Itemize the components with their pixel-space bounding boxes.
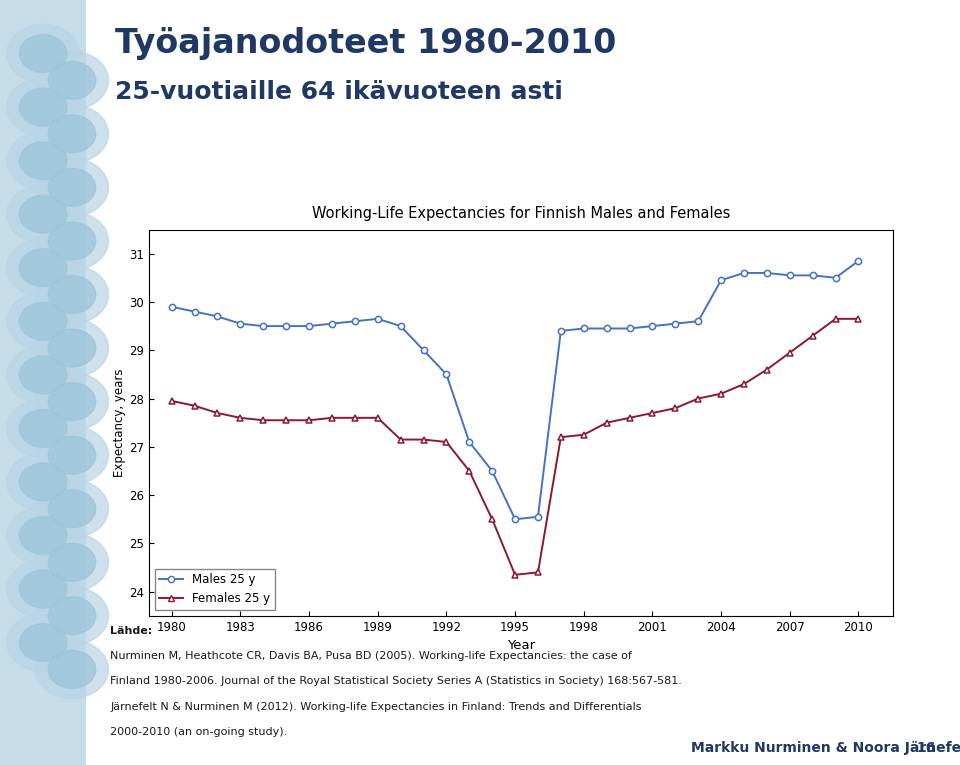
- Circle shape: [7, 185, 80, 243]
- Circle shape: [48, 329, 96, 367]
- Circle shape: [48, 490, 96, 528]
- Circle shape: [36, 640, 108, 698]
- Legend: Males 25 y, Females 25 y: Males 25 y, Females 25 y: [155, 568, 276, 610]
- Circle shape: [7, 614, 80, 672]
- Circle shape: [48, 222, 96, 260]
- Circle shape: [19, 142, 67, 180]
- Circle shape: [7, 453, 80, 511]
- Circle shape: [19, 34, 67, 73]
- Y-axis label: Expectancy, years: Expectancy, years: [113, 369, 126, 477]
- Circle shape: [19, 463, 67, 501]
- Text: Työajanodoteet 1980-2010: Työajanodoteet 1980-2010: [115, 27, 616, 60]
- Circle shape: [36, 51, 108, 109]
- Circle shape: [36, 373, 108, 431]
- Circle shape: [36, 480, 108, 538]
- Circle shape: [48, 650, 96, 688]
- Text: 16: 16: [917, 741, 936, 754]
- Circle shape: [19, 516, 67, 555]
- Circle shape: [48, 275, 96, 314]
- Circle shape: [7, 346, 80, 404]
- Circle shape: [7, 560, 80, 618]
- Text: Markku Nurminen & Noora Järnefelt: Markku Nurminen & Noora Järnefelt: [691, 741, 960, 754]
- Text: Nurminen M, Heathcote CR, Davis BA, Pusa BD (2005). Working-life Expectancies: t: Nurminen M, Heathcote CR, Davis BA, Pusa…: [110, 651, 633, 661]
- Circle shape: [19, 409, 67, 448]
- Circle shape: [7, 132, 80, 190]
- Circle shape: [48, 61, 96, 99]
- Circle shape: [19, 356, 67, 394]
- Circle shape: [7, 239, 80, 297]
- Circle shape: [7, 292, 80, 350]
- Circle shape: [48, 436, 96, 474]
- Circle shape: [48, 115, 96, 153]
- Circle shape: [19, 195, 67, 233]
- Circle shape: [19, 88, 67, 126]
- Circle shape: [48, 597, 96, 635]
- Circle shape: [36, 426, 108, 484]
- X-axis label: Year: Year: [507, 640, 535, 653]
- Circle shape: [7, 506, 80, 565]
- Circle shape: [19, 302, 67, 340]
- Circle shape: [48, 168, 96, 207]
- Text: 2000-2010 (an on-going study).: 2000-2010 (an on-going study).: [110, 727, 288, 737]
- Circle shape: [36, 265, 108, 324]
- Circle shape: [19, 570, 67, 608]
- Circle shape: [36, 319, 108, 377]
- Circle shape: [36, 158, 108, 216]
- Circle shape: [7, 399, 80, 457]
- Circle shape: [7, 24, 80, 83]
- Title: Working-Life Expectancies for Finnish Males and Females: Working-Life Expectancies for Finnish Ma…: [312, 207, 730, 221]
- Circle shape: [7, 78, 80, 136]
- Text: Järnefelt N & Nurminen M (2012). Working-life Expectancies in Finland: Trends an: Järnefelt N & Nurminen M (2012). Working…: [110, 702, 642, 711]
- Text: Lähde:: Lähde:: [110, 626, 153, 636]
- Circle shape: [36, 212, 108, 270]
- Circle shape: [19, 623, 67, 662]
- Circle shape: [48, 543, 96, 581]
- Circle shape: [36, 105, 108, 163]
- Circle shape: [36, 587, 108, 645]
- Bar: [0, 0, 86, 765]
- Circle shape: [48, 382, 96, 421]
- Text: 25-vuotiaille 64 ikävuoteen asti: 25-vuotiaille 64 ikävuoteen asti: [115, 80, 564, 104]
- Circle shape: [36, 533, 108, 591]
- Text: Finland 1980-2006. Journal of the Royal Statistical Society Series A (Statistics: Finland 1980-2006. Journal of the Royal …: [110, 676, 683, 686]
- Circle shape: [19, 249, 67, 287]
